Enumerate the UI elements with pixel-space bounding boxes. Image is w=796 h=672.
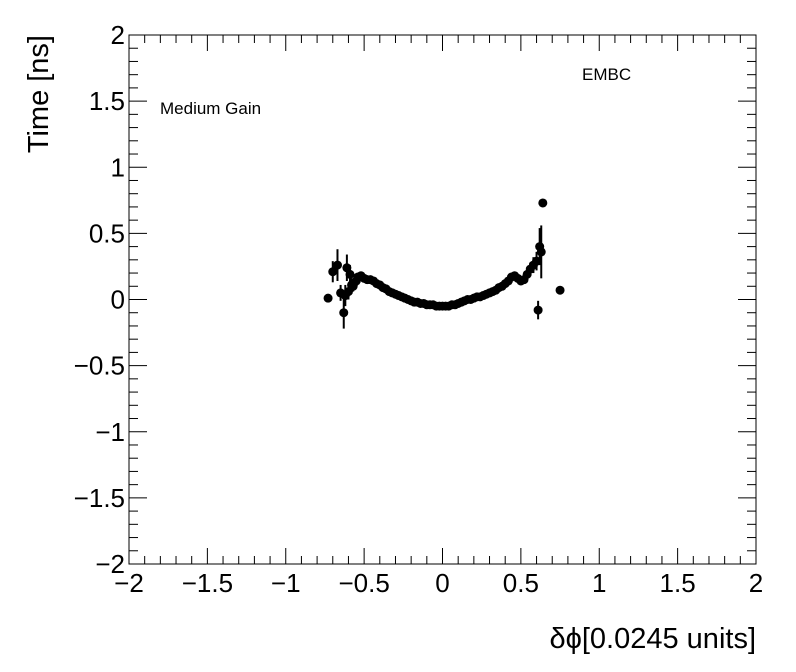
x-tick-label: −1 (271, 568, 301, 598)
y-tick-label: 1.5 (89, 86, 125, 116)
data-point (555, 285, 565, 295)
axis-ticks (128, 34, 757, 565)
x-tick-label: 0.5 (503, 568, 539, 598)
y-tick-label: 1 (111, 152, 125, 182)
x-tick-label: 1 (592, 568, 606, 598)
y-tick-label: −1 (95, 417, 125, 447)
x-tick-label: 0 (435, 568, 449, 598)
y-tick-label: −2 (95, 549, 125, 579)
data-point (332, 260, 342, 270)
data-point (339, 308, 349, 318)
data-point (323, 293, 333, 303)
x-tick-label: 2 (749, 568, 763, 598)
x-axis-title: δϕ[0.0245 units] (549, 623, 756, 655)
x-tick-label: 1.5 (660, 568, 696, 598)
annotation-embc: EMBC (582, 65, 631, 84)
y-axis-title: Time [ns] (23, 35, 55, 153)
x-tick-labels: −2 −1.5 −1 −0.5 0 0.5 1 1.5 2 (114, 568, 763, 598)
y-tick-label: 0 (111, 285, 125, 315)
annotation-medium-gain: Medium Gain (160, 99, 261, 118)
x-tick-label: −1.5 (182, 568, 233, 598)
y-tick-labels: −2 −1.5 −1 −0.5 0 0.5 1 1.5 2 (74, 20, 125, 579)
x-tick-label: −0.5 (338, 568, 389, 598)
y-tick-label: 0.5 (89, 218, 125, 248)
y-tick-label: 2 (111, 20, 125, 50)
data-points (323, 198, 565, 329)
data-point (536, 247, 546, 257)
data-point (533, 305, 543, 315)
data-point (538, 198, 548, 208)
data-point (345, 269, 355, 279)
y-tick-label: −1.5 (74, 483, 125, 513)
data-point (328, 267, 338, 277)
x-tick-label: −2 (114, 568, 144, 598)
y-tick-label: −0.5 (74, 351, 125, 381)
